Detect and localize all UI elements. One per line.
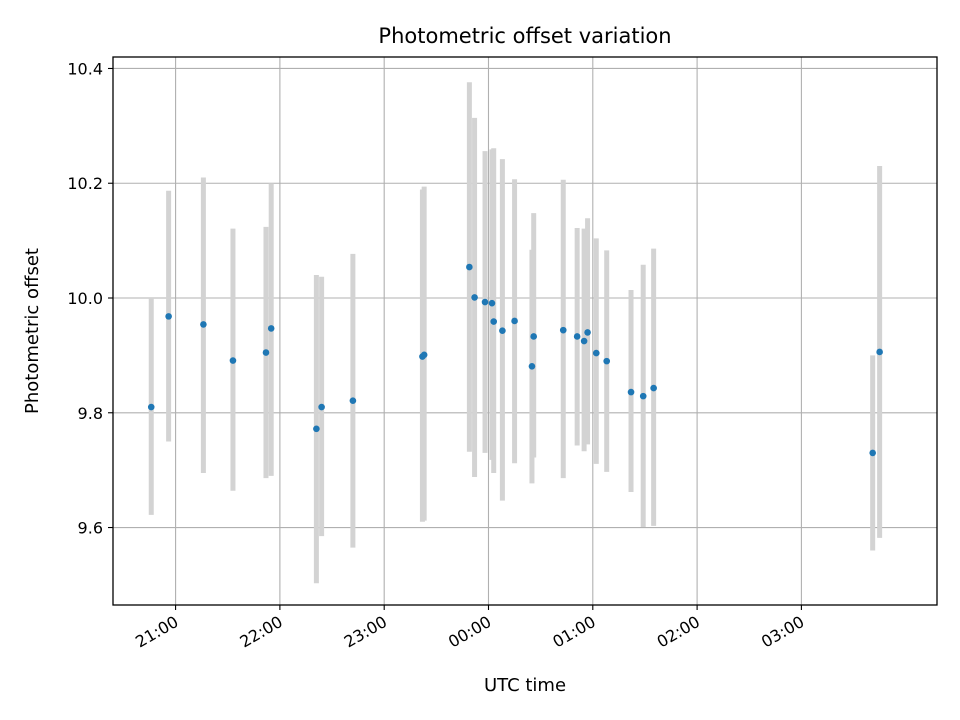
y-axis-label: Photometric offset — [22, 248, 43, 414]
data-points — [147, 263, 883, 457]
data-point — [147, 403, 155, 411]
data-point — [603, 357, 611, 365]
data-point — [559, 326, 567, 334]
data-point — [488, 299, 496, 307]
data-point — [639, 392, 647, 400]
data-point — [580, 337, 588, 345]
data-point — [490, 318, 498, 325]
data-point — [420, 351, 428, 359]
data-point — [499, 327, 506, 335]
data-point — [650, 384, 657, 392]
y-axis: 9.6 9.8 10.0 10.2 10.4 — [67, 59, 113, 538]
data-point — [262, 349, 270, 356]
data-point — [313, 425, 320, 433]
grid — [113, 57, 937, 605]
data-point — [318, 403, 325, 411]
data-point — [229, 357, 237, 364]
data-point — [592, 349, 600, 357]
data-point — [530, 333, 537, 340]
data-point — [869, 449, 876, 457]
data-point — [511, 317, 518, 325]
data-point — [349, 397, 357, 405]
data-point — [876, 348, 883, 356]
data-point — [627, 388, 635, 396]
data-point — [481, 298, 489, 306]
data-point — [573, 333, 581, 340]
chart-title: Photometric offset variation — [378, 24, 671, 48]
data-point — [466, 263, 473, 271]
x-axis-label: UTC time — [484, 675, 566, 696]
y-tick-label: 10.2 — [67, 174, 103, 193]
data-point — [584, 329, 591, 336]
data-point — [528, 362, 536, 370]
data-point — [165, 313, 172, 320]
data-point — [200, 321, 207, 328]
data-point — [471, 294, 478, 301]
plot-frame — [112, 56, 938, 606]
y-tick-label: 9.8 — [78, 404, 103, 423]
y-tick-label: 9.6 — [78, 519, 103, 538]
data-point — [267, 325, 275, 332]
y-tick-label: 10.4 — [67, 59, 103, 78]
y-tick-label: 10.0 — [67, 289, 103, 308]
